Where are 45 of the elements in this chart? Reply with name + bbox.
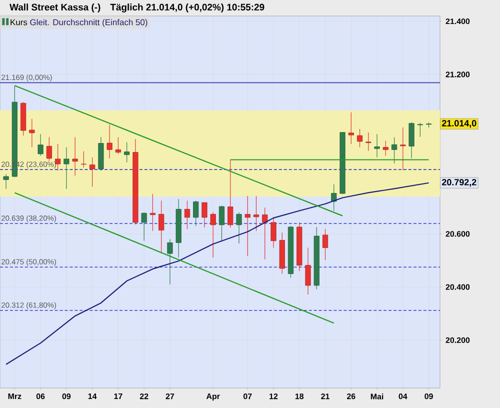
candlestick [356, 128, 363, 148]
candlestick [374, 134, 380, 158]
candlestick [3, 174, 9, 190]
candlestick [210, 212, 216, 258]
candlestick [55, 144, 61, 171]
candlestick [124, 142, 130, 163]
candlestick [228, 159, 234, 228]
candlestick [90, 157, 96, 188]
candlestick [391, 136, 398, 164]
candlestick [46, 136, 52, 162]
candlestick [80, 150, 86, 168]
candlestick [72, 136, 78, 176]
candlestick [202, 202, 208, 228]
candlestick [29, 118, 35, 148]
candlestick [244, 196, 250, 256]
candlestick [400, 127, 406, 170]
candlestick [236, 212, 242, 244]
text: Gleit. Durchschnitt (Einfach 50) [30, 19, 148, 27]
candlestick [322, 228, 328, 260]
candlestick [366, 132, 372, 152]
candlestick [106, 124, 112, 159]
candlestick [331, 184, 337, 212]
candlestick [408, 122, 414, 159]
candlestick [270, 217, 276, 248]
candlestick [417, 122, 423, 138]
text: 21.014,0 [442, 120, 476, 128]
candlestick [64, 146, 70, 190]
candlestick [150, 194, 156, 232]
text: 20.792,2 [442, 179, 476, 187]
candlestick [348, 112, 354, 144]
candlestick [382, 140, 388, 156]
candlestick [253, 196, 260, 232]
candlestick [184, 200, 190, 230]
candlestick [305, 247, 311, 295]
candlestick [218, 205, 225, 242]
chart-subtitle: Täglich 21.014,0 (+0,02%) 10:55:29 [110, 4, 264, 12]
candlestick [193, 200, 199, 226]
candlestick [141, 212, 147, 242]
candlestick [167, 238, 173, 285]
candlestick [38, 134, 44, 156]
candlestick [115, 136, 121, 154]
candlestick [262, 207, 268, 260]
legend-label: Kurs [10, 19, 28, 26]
chart-title: Wall Street Kassa (-) [10, 4, 100, 12]
candlestick [158, 200, 164, 253]
